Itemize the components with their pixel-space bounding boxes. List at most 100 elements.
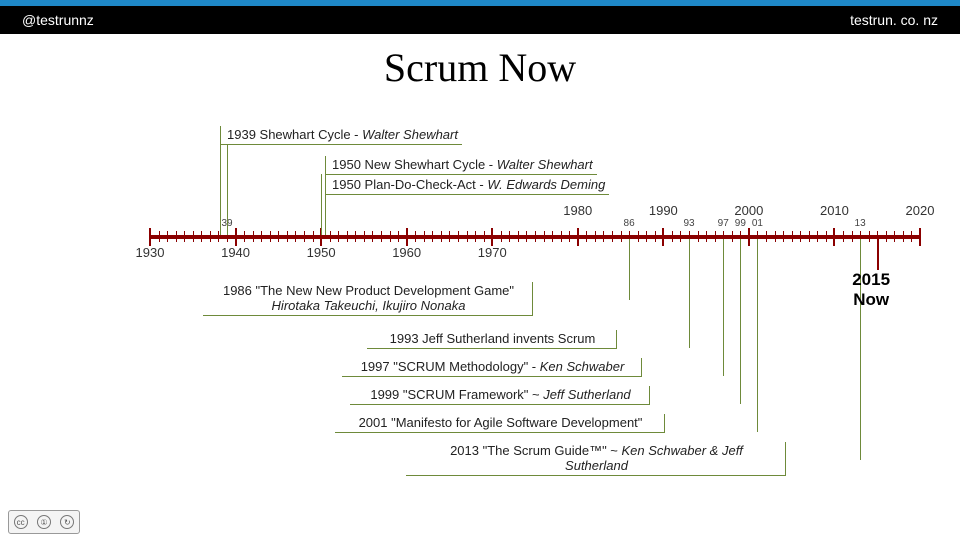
cc-icon: cc xyxy=(14,515,28,529)
tick-minor xyxy=(355,231,356,242)
event-e1939: 1939 Shewhart Cycle - Walter Shewhart xyxy=(220,126,462,145)
event-e1993: 1993 Jeff Sutherland invents Scrum xyxy=(367,330,617,349)
connector xyxy=(740,239,741,404)
tick-minor xyxy=(270,231,271,242)
decade-label: 1990 xyxy=(649,203,678,218)
tick-minor xyxy=(432,231,433,242)
tick-minor xyxy=(458,231,459,242)
tick-minor xyxy=(869,231,870,242)
page-title: Scrum Now xyxy=(0,44,960,91)
timeline-stage: 1930194019501960197019801990200020102020… xyxy=(0,90,960,540)
tick-minor xyxy=(381,231,382,242)
connector xyxy=(325,194,326,235)
tick-minor xyxy=(210,231,211,242)
sa-icon: ↻ xyxy=(60,515,74,529)
connector xyxy=(220,144,221,235)
tick-minor xyxy=(843,231,844,242)
tick-minor xyxy=(672,231,673,242)
tick-minor xyxy=(475,231,476,242)
tick-minor xyxy=(244,231,245,242)
year-mark: 93 xyxy=(683,218,694,229)
connector xyxy=(689,239,690,348)
tick-minor xyxy=(167,231,168,242)
tick-minor xyxy=(398,231,399,242)
tick-minor xyxy=(287,231,288,242)
tick-minor xyxy=(535,231,536,242)
tick-minor xyxy=(894,231,895,242)
tick-major xyxy=(149,228,151,246)
decade-label: 1940 xyxy=(221,245,250,260)
tick-minor xyxy=(680,231,681,242)
tick-minor xyxy=(338,231,339,242)
tick-major xyxy=(662,228,664,246)
connector xyxy=(757,239,758,432)
year-mark: 01 xyxy=(752,218,763,229)
tick-minor xyxy=(561,231,562,242)
tick-minor xyxy=(612,231,613,242)
event-e1986: 1986 "The New New Product Development Ga… xyxy=(203,282,533,316)
tick-minor xyxy=(390,231,391,242)
tick-minor xyxy=(347,231,348,242)
tick-minor xyxy=(501,231,502,242)
tick-minor xyxy=(261,231,262,242)
tick-minor xyxy=(304,231,305,242)
tick-major xyxy=(919,228,921,246)
tick-minor xyxy=(295,231,296,242)
tick-minor xyxy=(621,231,622,242)
tick-minor xyxy=(809,231,810,242)
tick-minor xyxy=(253,231,254,242)
tick-minor xyxy=(775,231,776,242)
handle: @testrunnz xyxy=(22,12,94,28)
tick-minor xyxy=(852,231,853,242)
tick-minor xyxy=(278,231,279,242)
connector-now xyxy=(877,239,879,270)
decade-label: 1980 xyxy=(563,203,592,218)
decade-label: 2020 xyxy=(906,203,935,218)
tick-minor xyxy=(484,231,485,242)
year-mark: 86 xyxy=(624,218,635,229)
event-e1999: 1999 "SCRUM Framework" ~ Jeff Sutherland xyxy=(350,386,650,405)
now-label: 2015Now xyxy=(852,270,890,309)
tick-minor xyxy=(449,231,450,242)
connector xyxy=(629,239,630,300)
tick-major xyxy=(235,228,237,246)
tick-minor xyxy=(698,231,699,242)
cc-license-badge: cc ① ↻ xyxy=(8,510,80,534)
tick-minor xyxy=(518,231,519,242)
tick-minor xyxy=(646,231,647,242)
tick-major xyxy=(833,228,835,246)
tick-minor xyxy=(201,231,202,242)
tick-minor xyxy=(886,231,887,242)
tick-minor xyxy=(467,231,468,242)
tick-minor xyxy=(415,231,416,242)
tick-minor xyxy=(715,231,716,242)
topbar: @testrunnz testrun. co. nz xyxy=(0,6,960,34)
tick-minor xyxy=(330,231,331,242)
tick-minor xyxy=(159,231,160,242)
tick-minor xyxy=(509,231,510,242)
by-icon: ① xyxy=(37,515,51,529)
tick-minor xyxy=(911,231,912,242)
tick-major xyxy=(491,228,493,246)
tick-major xyxy=(748,228,750,246)
tick-minor xyxy=(526,231,527,242)
tick-minor xyxy=(638,231,639,242)
tick-minor xyxy=(783,231,784,242)
year-mark: 99 xyxy=(735,218,746,229)
event-e1950b: 1950 Plan-Do-Check-Act - W. Edwards Demi… xyxy=(325,176,609,195)
tick-minor xyxy=(595,231,596,242)
decade-label: 1950 xyxy=(307,245,336,260)
tick-minor xyxy=(364,231,365,242)
tick-minor xyxy=(176,231,177,242)
decade-label: 1960 xyxy=(392,245,421,260)
year-mark: 13 xyxy=(855,218,866,229)
tick-minor xyxy=(544,231,545,242)
tick-minor xyxy=(441,231,442,242)
decade-label: 2000 xyxy=(734,203,763,218)
tick-minor xyxy=(603,231,604,242)
tick-minor xyxy=(193,231,194,242)
tick-minor xyxy=(817,231,818,242)
tick-minor xyxy=(655,231,656,242)
decade-label: 2010 xyxy=(820,203,849,218)
site-url: testrun. co. nz xyxy=(850,12,938,28)
